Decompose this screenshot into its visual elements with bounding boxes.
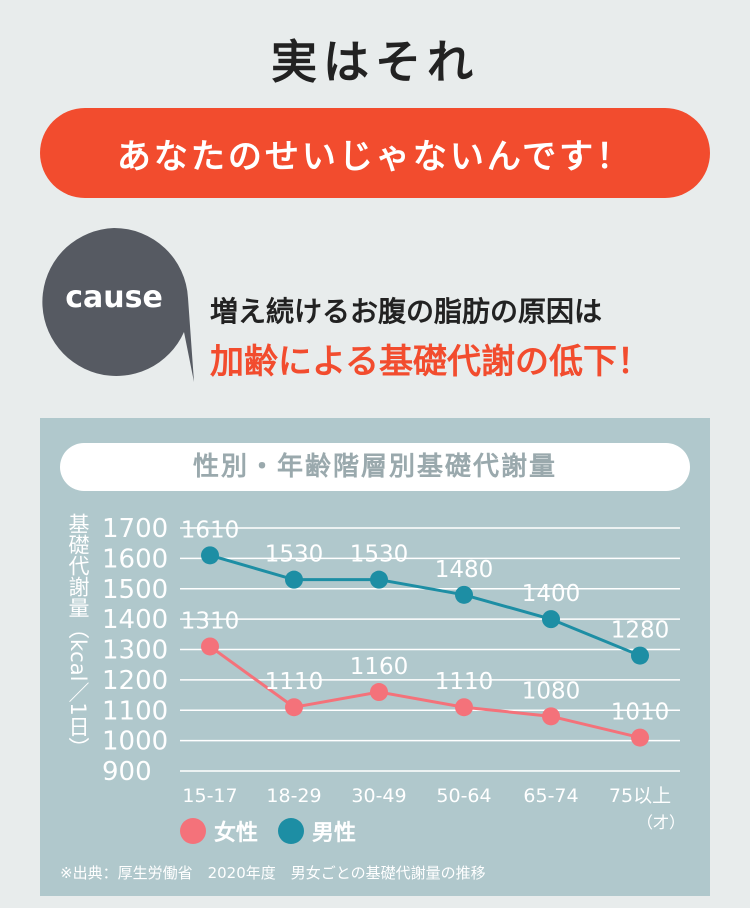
legend-female: 女性 [180,815,258,847]
y-tick-label: 1200 [102,666,168,696]
series-line-male [209,553,641,657]
data-point-male [542,610,560,629]
x-tick-label: 30-49 [351,785,406,807]
cause-line-1: 増え続けるお腹の脂肪の原因は [210,295,603,328]
x-tick-label: 65-74 [523,785,578,807]
legend-male: 男性 [278,815,356,847]
x-tick-suffix: （才） [637,813,685,832]
x-tick-label: 50-64 [436,785,491,807]
data-label-female: 1110 [265,669,324,695]
data-label-male: 1530 [350,542,409,568]
data-point-female [285,698,303,717]
chart-title: 性別・年齢階層別基礎代謝量 [60,443,690,491]
banner: あなたのせいじゃないんです！ [40,108,710,198]
y-tick-label: 1400 [102,605,168,635]
data-point-male [455,585,473,604]
y-tick-label: 1500 [102,575,168,605]
headline: 実はそれ [271,35,479,89]
series-line-female [209,645,641,740]
y-axis-label: 基礎代謝量（kcal／1日） [66,513,90,758]
x-tick-label: 75以上 [609,785,671,807]
x-tick-label: 18-29 [266,785,321,807]
data-label-male: 1530 [265,542,324,568]
chart-panel [40,418,710,896]
data-point-male [370,570,388,589]
data-label-female: 1160 [350,654,409,680]
legend-female-dot [180,818,206,844]
data-label-female: 1010 [611,700,670,726]
cause-label: cause [65,280,163,315]
y-tick-label: 900 [102,757,152,787]
data-label-male: 1400 [522,581,581,607]
y-tick-label: 1600 [102,544,168,574]
data-point-female [370,683,388,702]
cause-bubble [42,228,194,382]
data-point-male [631,646,649,665]
y-tick-label: 1100 [102,696,168,726]
data-point-male [201,546,219,565]
data-point-male [285,570,303,589]
data-label-male: 1280 [611,618,670,644]
source-note: ※出典：厚生労働省 2020年度 男女ごとの基礎代謝量の推移 [60,864,486,882]
cause-line-2: 加齢による基礎代謝の低下！ [210,342,651,382]
data-point-female [631,728,649,747]
data-point-female [201,637,219,656]
data-label-female: 1080 [522,678,581,704]
legend-male-dot [278,818,305,844]
x-tick-label: 15-17 [182,785,237,807]
y-tick-label: 1300 [102,636,168,666]
data-point-female [542,707,560,726]
data-label-male: 1610 [181,517,240,543]
legend-male-label: 男性 [312,821,357,846]
legend: 女性 男性 [180,815,376,847]
y-tick-label: 1700 [102,514,168,544]
data-label-female: 1310 [181,608,240,634]
legend-female-label: 女性 [214,821,259,846]
data-point-female [455,698,473,717]
y-tick-label: 1000 [102,727,168,757]
data-label-female: 1110 [435,669,494,695]
data-label-male: 1480 [435,557,494,583]
